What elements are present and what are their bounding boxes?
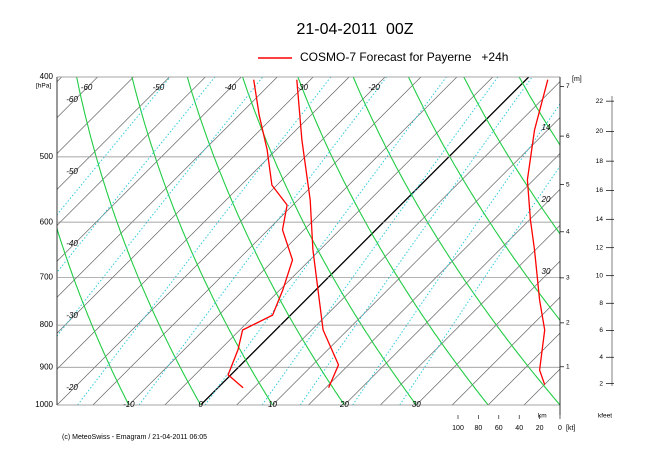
isotherm <box>57 77 350 370</box>
isotherm-label: -40 <box>225 83 237 92</box>
isotherm <box>487 332 560 405</box>
y-axis-label: [hPa] <box>36 83 51 90</box>
kfeet-tick-label: 20 <box>596 128 604 135</box>
y-tick-label: 900 <box>40 362 54 371</box>
height-axis-label: [m] <box>572 76 582 83</box>
kfeet-tick-label: 2 <box>599 380 603 387</box>
height-tick-label: 6 <box>566 133 570 140</box>
height-tick-label: 3 <box>566 275 570 282</box>
wind-tick-label: 100 <box>452 425 464 432</box>
dry-adiabat <box>463 77 560 235</box>
adiabat-label: 14 <box>542 123 551 132</box>
isotherm <box>128 77 458 405</box>
adiabat-label: -40 <box>66 239 78 248</box>
isotherm <box>416 260 560 405</box>
adiabat-label: 20 <box>541 195 551 204</box>
isotherm-label: -20 <box>368 83 380 92</box>
isotherm <box>308 153 560 405</box>
height-tick-label: 1 <box>566 364 570 371</box>
isotherm-label: -50 <box>153 83 165 92</box>
mixing-ratio-line <box>57 77 264 337</box>
isotherm <box>57 77 314 334</box>
isotherm <box>57 77 242 262</box>
chart-title: 21-04-2011 00Z <box>296 21 413 38</box>
y-tick-label: 800 <box>40 320 54 329</box>
mixing-ratio-line <box>138 77 388 405</box>
isotherm <box>164 77 494 405</box>
legend-text: COSMO-7 Forecast for Payerne +24h <box>300 50 508 64</box>
isotherm <box>272 117 560 405</box>
wind-unit: [kt] <box>566 425 575 432</box>
isotherm <box>236 81 560 405</box>
mixing-ratio-line <box>57 77 216 274</box>
height-tick-label: 4 <box>566 229 570 236</box>
height-unit: km <box>538 413 547 420</box>
adiabat-label: -50 <box>66 167 78 176</box>
isotherm <box>57 77 278 298</box>
y-tick-label: 1000 <box>35 400 53 409</box>
x-tick-label: -10 <box>123 400 135 409</box>
y-tick-label: 700 <box>40 272 54 281</box>
kfeet-tick-label: 18 <box>596 158 604 165</box>
adiabat-label: -60 <box>66 95 78 104</box>
footer: (c) MeteoSwiss - Emagram / 21-04-2011 06… <box>62 434 207 441</box>
kfeet-unit: kfeet <box>598 413 612 420</box>
wind-profile <box>526 79 549 385</box>
height-tick-label: 7 <box>566 83 570 90</box>
isotherm-label: -60 <box>81 83 93 92</box>
wind-tick-label: 40 <box>515 425 523 432</box>
isotherm <box>344 188 560 405</box>
height-tick-label: 2 <box>566 320 570 327</box>
y-tick-label: 500 <box>40 152 54 161</box>
isotherm <box>380 224 560 405</box>
kfeet-tick-label: 12 <box>596 244 604 251</box>
isotherm <box>92 77 422 405</box>
dry-adiabat <box>407 77 560 322</box>
height-tick-label: 5 <box>566 181 570 188</box>
wind-tick-label: 20 <box>536 425 544 432</box>
adiabat-label: -30 <box>66 311 78 320</box>
wind-tick-label: 0 <box>558 425 562 432</box>
mixing-ratio-line <box>77 77 332 405</box>
x-tick-label: 0 <box>198 400 203 409</box>
profile-line <box>227 79 294 389</box>
adiabat-label: 30 <box>542 267 551 276</box>
kfeet-tick-label: 22 <box>596 98 604 105</box>
isotherm-label: -30 <box>296 83 308 92</box>
y-tick-label: 600 <box>40 217 54 226</box>
x-tick-label: 30 <box>412 400 421 409</box>
y-tick-label: 400 <box>40 72 54 81</box>
isotherm <box>200 77 530 405</box>
kfeet-tick-label: 10 <box>596 272 604 279</box>
kfeet-tick-label: 6 <box>599 327 603 334</box>
kfeet-tick-label: 4 <box>599 354 603 361</box>
kfeet-tick-label: 14 <box>596 216 604 223</box>
wind-tick-label: 80 <box>475 425 483 432</box>
x-tick-label: 10 <box>268 400 277 409</box>
kfeet-tick-label: 8 <box>599 300 603 307</box>
isotherm <box>57 77 134 154</box>
kfeet-tick-label: 16 <box>596 187 604 194</box>
profile-line <box>296 79 340 389</box>
adiabat-label: -20 <box>66 383 78 392</box>
isotherm <box>451 296 560 405</box>
x-tick-label: 20 <box>339 400 349 409</box>
isotherm <box>57 77 206 226</box>
isotherm <box>57 77 170 190</box>
wind-tick-label: 60 <box>495 425 503 432</box>
isotherm <box>57 77 386 405</box>
